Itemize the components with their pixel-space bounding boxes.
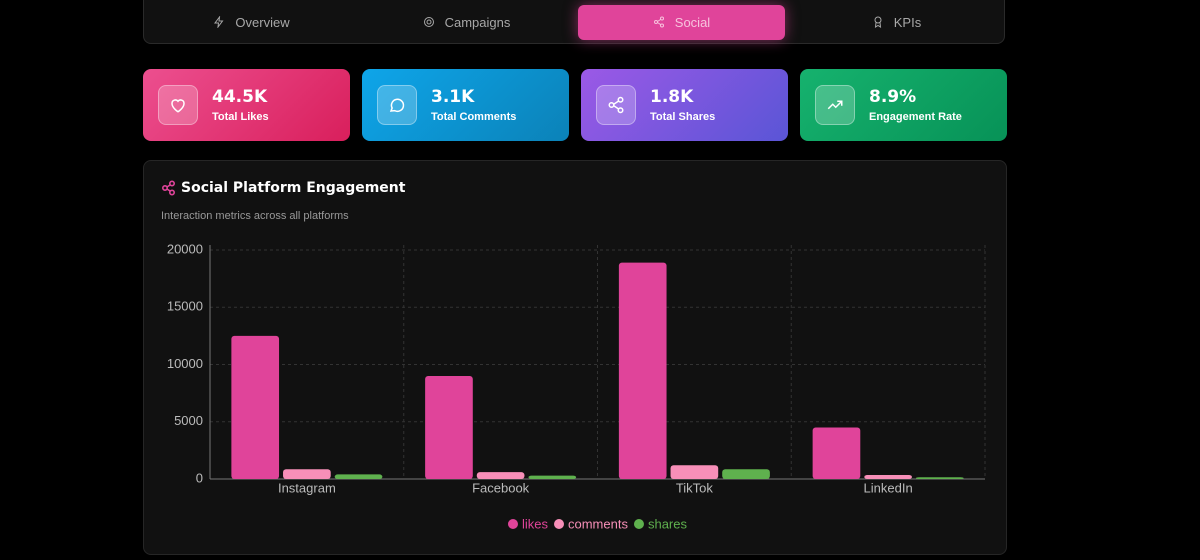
stat-card: 8.9% Engagement Rate	[800, 69, 1007, 141]
x-tick-label: TikTok	[676, 480, 714, 495]
legend-label: likes	[522, 516, 549, 531]
stat-label: Total Likes	[212, 111, 269, 123]
bar	[528, 475, 577, 479]
stat-card: 44.5K Total Likes	[143, 69, 350, 141]
stat-icon	[377, 85, 417, 125]
stat-value: 1.8K	[650, 87, 694, 107]
tab[interactable]: Social	[578, 4, 785, 40]
bar	[812, 427, 861, 479]
y-tick-label: 15000	[167, 299, 203, 314]
bar	[425, 375, 473, 479]
tab[interactable]: KPIs	[793, 5, 1000, 40]
legend-label: comments	[568, 516, 628, 531]
stat-card: 1.8K Total Shares	[581, 69, 788, 141]
stat-label: Total Shares	[650, 111, 716, 123]
tab[interactable]: Campaigns	[363, 5, 570, 40]
y-tick-label: 20000	[167, 241, 203, 256]
x-tick-label: LinkedIn	[864, 480, 913, 495]
bar	[283, 469, 331, 479]
chart-panel	[143, 160, 1007, 555]
tab-label: Overview	[235, 14, 290, 30]
y-tick-label: 5000	[174, 413, 203, 428]
bar	[334, 474, 383, 479]
x-tick-label: Facebook	[472, 480, 530, 495]
legend-marker	[554, 519, 565, 529]
chart-subtitle: Interaction metrics across all platforms	[161, 210, 349, 222]
legend-marker	[633, 519, 644, 529]
legend-marker	[507, 519, 518, 529]
bar	[864, 474, 912, 479]
bar	[231, 335, 280, 479]
stat-label: Total Comments	[431, 111, 517, 123]
stat-value: 8.9%	[869, 87, 917, 107]
stat-icon	[815, 85, 855, 125]
y-tick-label: 10000	[167, 356, 203, 371]
tab-label: Social	[674, 14, 711, 30]
legend-label: shares	[648, 516, 688, 531]
bar	[915, 477, 964, 479]
stat-icon	[596, 85, 636, 125]
tab-bar: Overview Campaigns Social KPIs	[143, 0, 1005, 44]
bar	[670, 465, 719, 479]
stat-icon	[158, 85, 198, 125]
x-tick-label: Instagram	[278, 480, 336, 495]
chart-title: Social Platform Engagement	[181, 180, 406, 196]
stat-label: Engagement Rate	[869, 111, 962, 123]
bar	[476, 472, 525, 479]
bar	[618, 262, 667, 479]
y-tick-label: 0	[196, 470, 203, 485]
stat-value: 3.1K	[431, 87, 475, 107]
tab-label: Campaigns	[444, 14, 511, 30]
tab-label: KPIs	[893, 14, 922, 30]
stat-card: 3.1K Total Comments	[362, 69, 569, 141]
tab[interactable]: Overview	[148, 5, 355, 40]
title-icon	[161, 180, 176, 196]
stat-value: 44.5K	[212, 87, 268, 107]
bar	[722, 469, 770, 479]
